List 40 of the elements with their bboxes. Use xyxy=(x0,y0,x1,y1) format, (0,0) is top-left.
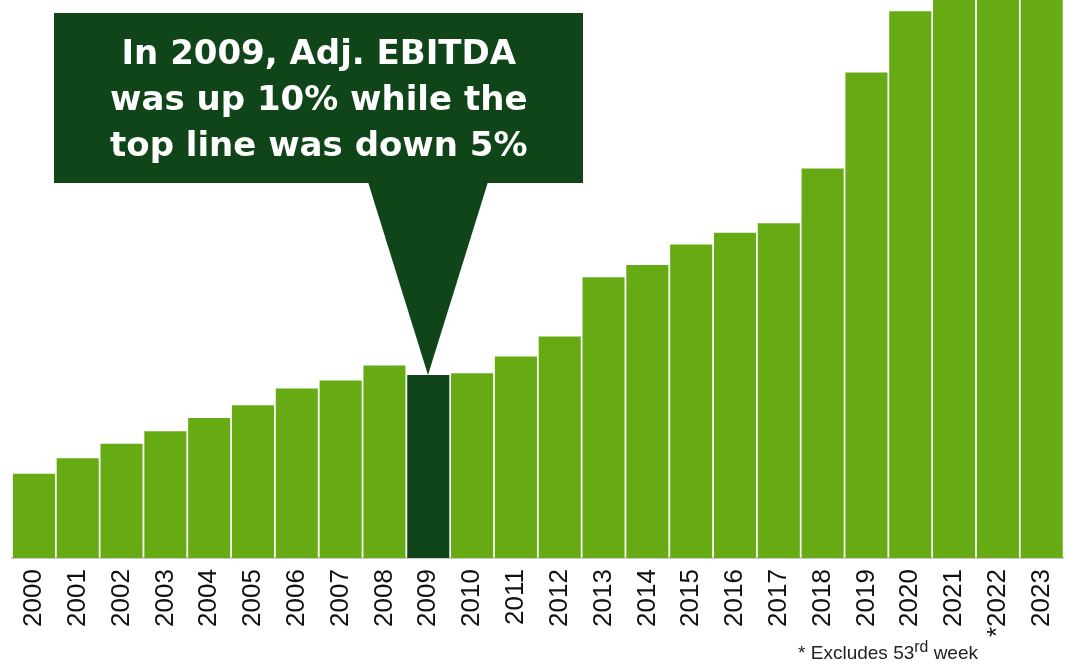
bar xyxy=(670,244,713,559)
bar xyxy=(12,473,55,559)
x-tick-label: 2016 xyxy=(718,569,749,627)
annotation: In 2009, Adj. EBITDA was up 10% while the top line was down 5% xyxy=(54,13,584,183)
bar xyxy=(275,388,318,559)
x-tick-label: 2017 xyxy=(761,569,792,627)
x-tick-label: 2008 xyxy=(367,569,398,627)
x-tick-label: 2021 xyxy=(937,569,968,627)
x-tick-label: 2006 xyxy=(279,569,310,627)
x-tick-label: 2004 xyxy=(192,569,223,627)
x-tick-label: 2015 xyxy=(674,569,705,627)
x-tick-label: 2011 xyxy=(499,569,530,625)
x-tick-label: 2002 xyxy=(104,569,135,627)
bar xyxy=(889,11,932,559)
bar xyxy=(713,232,757,559)
bar xyxy=(231,405,275,559)
x-tick-label: 2010 xyxy=(455,569,486,627)
x-tick-label: 2009 xyxy=(411,569,442,627)
text: * Excludes 53$^{rd}$ week xyxy=(798,637,978,664)
x-tick-label: 2012 xyxy=(542,569,573,627)
bar xyxy=(757,223,800,559)
x-tick-label: 2019 xyxy=(849,569,880,627)
x-tick-label: 2013 xyxy=(586,569,617,627)
x-tick-label: 2003 xyxy=(148,569,179,627)
x-tick-label: 2020 xyxy=(893,569,924,627)
x-tick-label: 2005 xyxy=(236,569,267,627)
bar xyxy=(976,0,1019,559)
bar xyxy=(1020,0,1063,559)
x-tick-label: *2022 xyxy=(981,569,1012,638)
x-tick-label: 2018 xyxy=(805,569,836,627)
bar xyxy=(56,458,99,559)
x-tick-label: 2023 xyxy=(1024,569,1055,627)
x-tick-label: 2001 xyxy=(60,569,91,627)
x-tick-label: 2000 xyxy=(17,569,48,627)
bar xyxy=(538,336,581,559)
bar xyxy=(494,356,537,559)
x-tick-label: 2014 xyxy=(630,569,661,627)
x-tick-label: 2007 xyxy=(323,569,354,627)
bar xyxy=(188,417,231,559)
bar xyxy=(933,0,976,559)
